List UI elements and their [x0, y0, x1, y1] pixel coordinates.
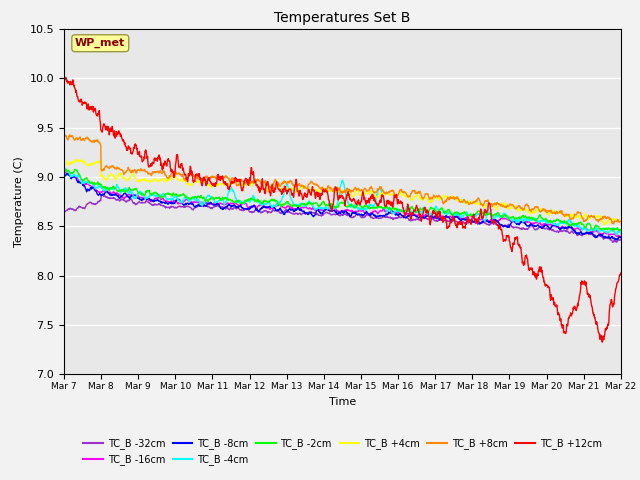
Y-axis label: Temperature (C): Temperature (C)	[14, 156, 24, 247]
X-axis label: Time: Time	[329, 396, 356, 407]
Legend: TC_B -32cm, TC_B -16cm, TC_B -8cm, TC_B -4cm, TC_B -2cm, TC_B +4cm, TC_B +8cm, T: TC_B -32cm, TC_B -16cm, TC_B -8cm, TC_B …	[79, 434, 605, 469]
Text: WP_met: WP_met	[75, 38, 125, 48]
Title: Temperatures Set B: Temperatures Set B	[274, 11, 411, 25]
